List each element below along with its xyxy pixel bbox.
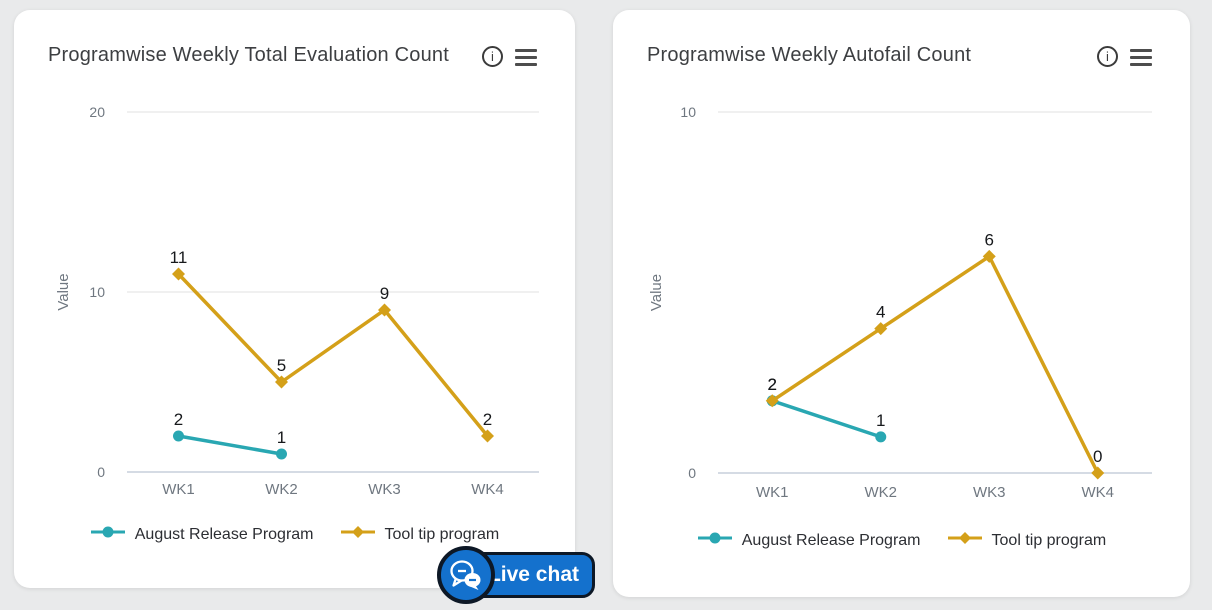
legend-item[interactable]: Tool tip program bbox=[340, 524, 500, 545]
x-axis-tick-label: WK4 bbox=[1081, 484, 1114, 501]
x-axis-tick-label: WK4 bbox=[471, 481, 504, 498]
data-point-marker bbox=[481, 429, 494, 443]
data-point-label: 2 bbox=[768, 375, 777, 394]
x-axis-tick-label: WK3 bbox=[368, 481, 401, 498]
chart-legend: August Release Program Tool tip program bbox=[14, 524, 575, 545]
header-icons bbox=[482, 44, 537, 67]
menu-icon[interactable] bbox=[515, 47, 537, 67]
data-point-marker bbox=[982, 249, 996, 263]
card-total-evaluation-count: Programwise Weekly Total Evaluation Coun… bbox=[14, 10, 575, 588]
legend-label: August Release Program bbox=[134, 525, 314, 543]
diamond-marker-icon bbox=[947, 530, 983, 551]
data-point-marker bbox=[1091, 466, 1105, 480]
data-point-label: 11 bbox=[170, 248, 188, 267]
x-axis-tick-label: WK1 bbox=[756, 484, 789, 501]
x-axis-tick-label: WK1 bbox=[162, 481, 195, 498]
y-axis-tick-label: 10 bbox=[89, 284, 105, 300]
data-point-label: 2 bbox=[174, 410, 183, 429]
info-icon[interactable] bbox=[482, 46, 503, 67]
data-point-marker bbox=[874, 322, 888, 336]
legend-label: Tool tip program bbox=[991, 531, 1107, 549]
header-icons bbox=[1097, 44, 1152, 67]
y-axis-title: Value bbox=[648, 274, 665, 311]
legend-item[interactable]: August Release Program bbox=[90, 524, 314, 545]
x-axis-tick-label: WK2 bbox=[265, 481, 298, 498]
x-axis-tick-label: WK2 bbox=[864, 484, 897, 501]
y-axis-tick-label: 10 bbox=[680, 104, 696, 120]
data-point-marker bbox=[173, 430, 184, 442]
series-august-release-program[interactable]: 21 bbox=[766, 375, 887, 443]
chat-bubbles-icon bbox=[437, 546, 495, 604]
live-chat-label: Live chat bbox=[487, 563, 579, 586]
data-point-label: 6 bbox=[985, 230, 994, 249]
data-point-marker bbox=[875, 431, 887, 443]
card-header: Programwise Weekly Autofail Count bbox=[613, 10, 1190, 67]
legend-label: August Release Program bbox=[741, 531, 921, 549]
circle-marker-icon bbox=[697, 530, 733, 551]
series-line bbox=[770, 399, 883, 439]
y-axis-tick-label: 0 bbox=[688, 465, 696, 481]
series-line bbox=[176, 434, 284, 456]
info-icon[interactable] bbox=[1097, 46, 1118, 67]
y-axis-tick-label: 20 bbox=[89, 104, 105, 120]
line-chart-autofail[interactable]: 0 10 WK1 WK2 WK3 WK4 Value 212 4 6 0 bbox=[613, 100, 1190, 510]
card-autofail-count: Programwise Weekly Autofail Count 010WK1… bbox=[613, 10, 1190, 597]
data-point-label: 1 bbox=[277, 428, 286, 447]
x-axis-tick-label: WK3 bbox=[973, 484, 1006, 501]
series-tool-tip-program[interactable]: 11 5 9 2 bbox=[170, 248, 494, 443]
data-point-label: 5 bbox=[277, 356, 286, 375]
legend-label: Tool tip program bbox=[384, 525, 500, 543]
data-point-marker bbox=[276, 448, 287, 460]
series-line bbox=[770, 254, 1100, 475]
legend-item[interactable]: August Release Program bbox=[697, 530, 921, 551]
chart-legend: August Release Program Tool tip program bbox=[613, 530, 1190, 551]
live-chat-button[interactable]: Live chat bbox=[437, 545, 597, 605]
chart-title: Programwise Weekly Total Evaluation Coun… bbox=[48, 44, 449, 66]
data-point-marker bbox=[378, 303, 391, 317]
data-point-label: 1 bbox=[876, 411, 885, 430]
data-point-label: 2 bbox=[483, 410, 492, 429]
series-tool-tip-program[interactable]: 2 4 6 0 bbox=[765, 230, 1105, 480]
data-point-label: 9 bbox=[380, 284, 389, 303]
data-point-marker bbox=[172, 267, 185, 281]
circle-marker-icon bbox=[90, 524, 126, 545]
series-august-release-program[interactable]: 21 bbox=[173, 410, 287, 460]
y-axis-title: Value bbox=[55, 273, 72, 310]
legend-item[interactable]: Tool tip program bbox=[947, 530, 1107, 551]
menu-icon[interactable] bbox=[1130, 47, 1152, 67]
diamond-marker-icon bbox=[340, 524, 376, 545]
y-axis-tick-label: 0 bbox=[97, 464, 105, 480]
axes: 0 10 20 WK1 WK2 WK3 WK4 Value bbox=[55, 104, 539, 498]
series-line bbox=[176, 272, 490, 438]
data-point-marker bbox=[765, 394, 779, 408]
data-point-label: 0 bbox=[1093, 447, 1102, 466]
data-point-label: 2 bbox=[768, 375, 777, 394]
card-header: Programwise Weekly Total Evaluation Coun… bbox=[14, 10, 575, 67]
data-point-marker bbox=[275, 375, 288, 389]
data-point-label: 4 bbox=[876, 303, 885, 322]
chart-title: Programwise Weekly Autofail Count bbox=[647, 44, 972, 66]
